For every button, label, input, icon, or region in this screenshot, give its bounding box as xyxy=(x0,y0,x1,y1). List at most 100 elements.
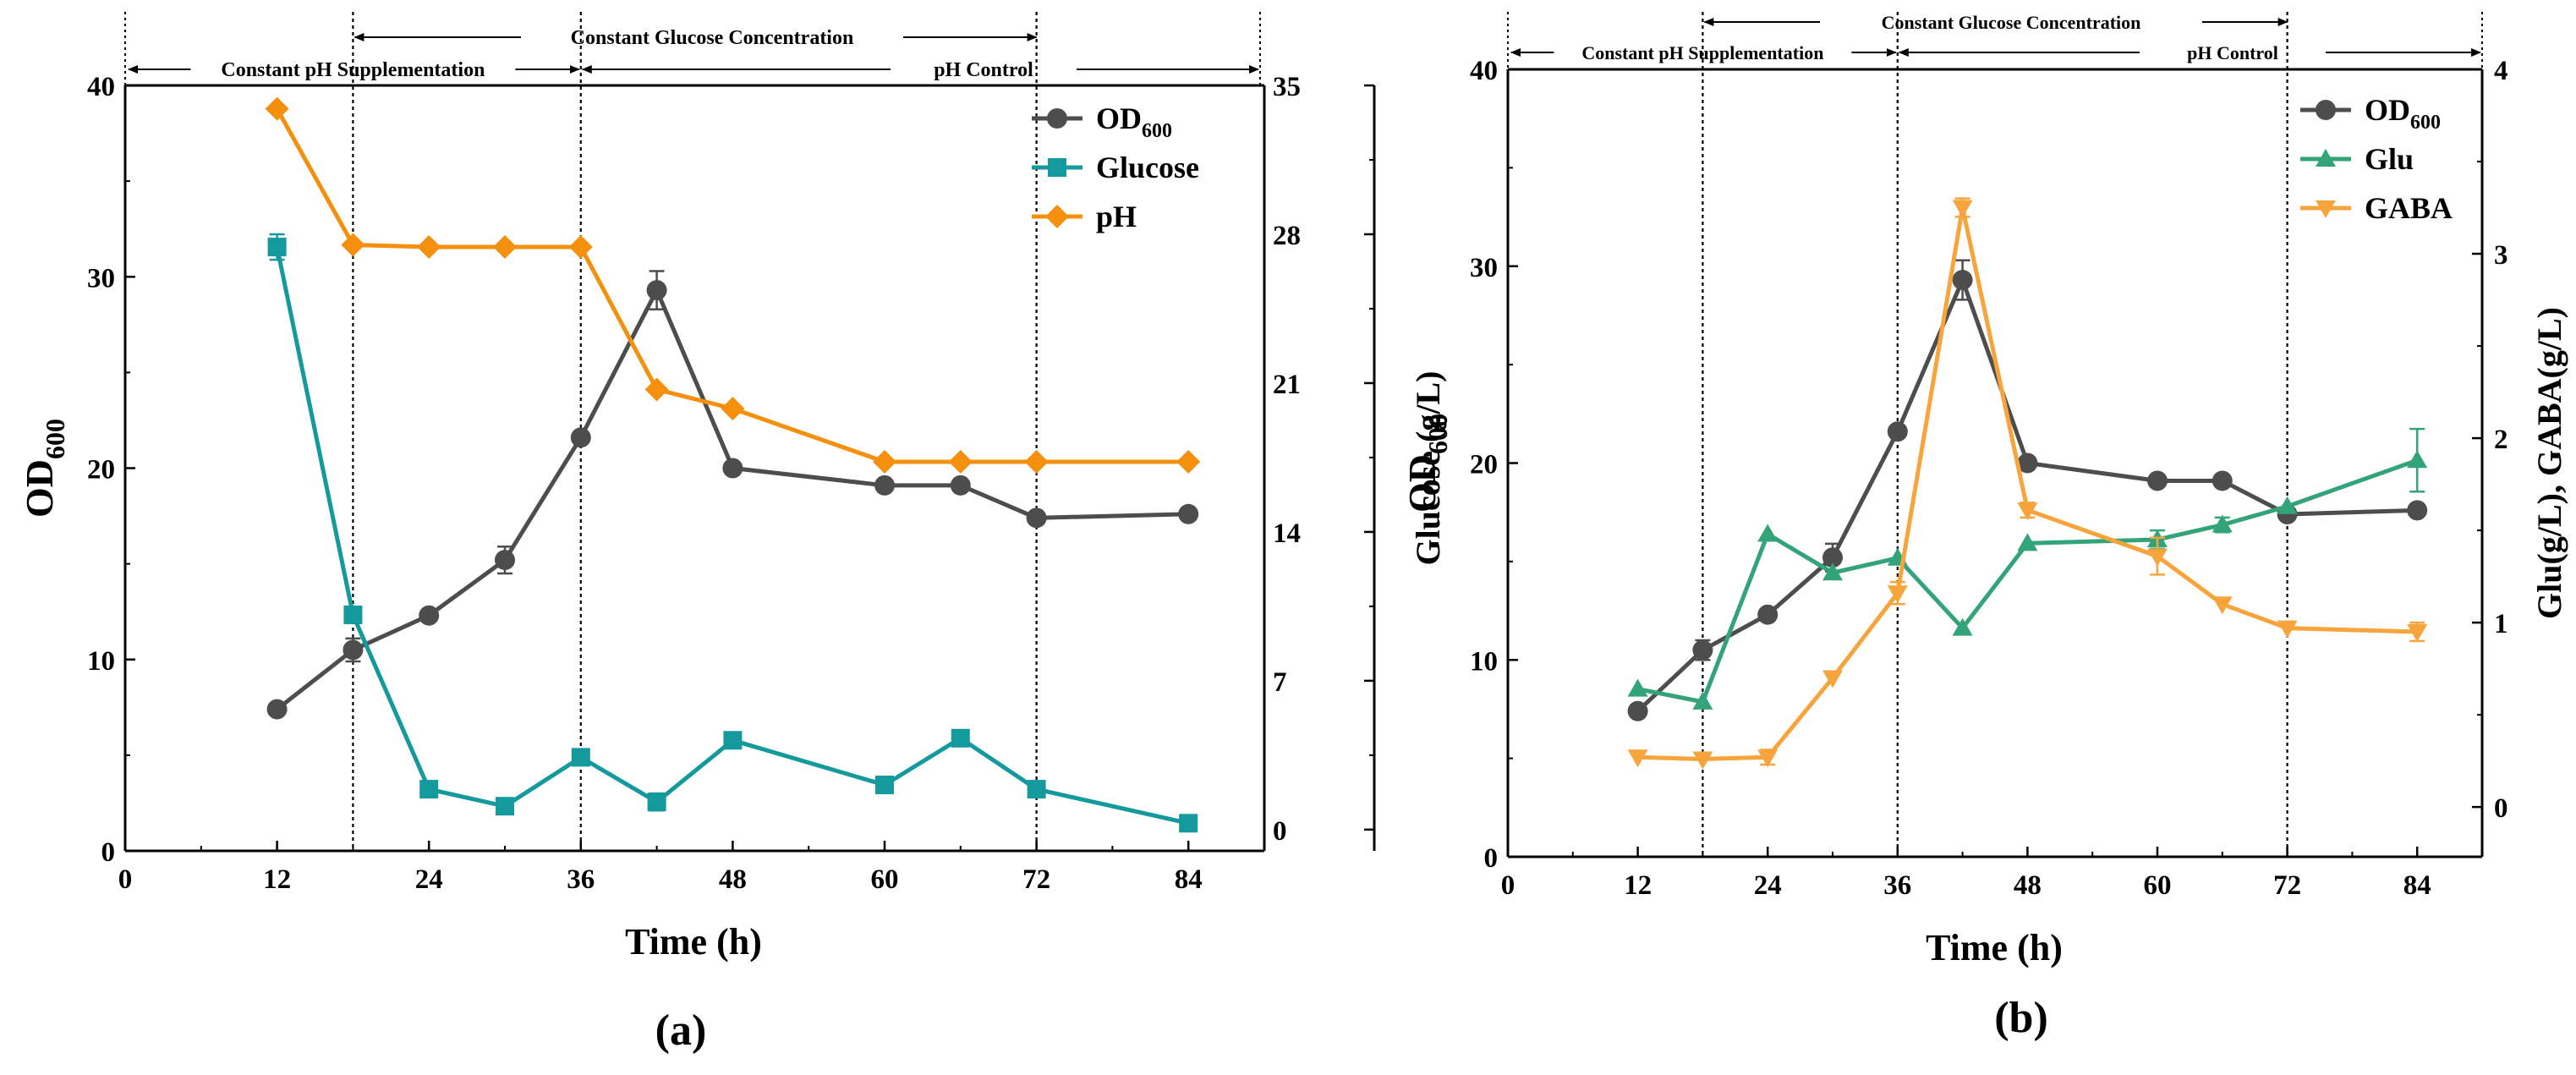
data-point-gaba xyxy=(1887,585,1908,604)
data-point-od xyxy=(646,280,667,301)
x-tick-label: 36 xyxy=(1883,870,1911,901)
data-point-od xyxy=(1627,700,1648,721)
x-tick-label: 36 xyxy=(567,864,595,895)
x-tick-label: 12 xyxy=(1624,870,1652,901)
x-tick-label: 60 xyxy=(871,864,899,895)
y-axis-label-main: OD xyxy=(18,459,61,518)
y2-tick-label: 2 xyxy=(2494,425,2508,455)
y2-tick-label: 3 xyxy=(2494,240,2508,271)
series-line-gaba xyxy=(1637,206,2418,761)
data-point-gaba xyxy=(1627,749,1648,768)
data-point-od xyxy=(2017,452,2038,474)
y2-tick-label: 35 xyxy=(1273,72,1301,102)
data-point-ph xyxy=(721,397,745,421)
data-point-od xyxy=(722,458,743,479)
data-point-ph xyxy=(948,449,973,474)
phase-label-constant-ph: Constant pH Supplementation xyxy=(221,59,485,81)
y2-axis-label-group: Glu(g/L), GABA(g/L) xyxy=(2530,307,2568,619)
data-point-od xyxy=(874,474,895,496)
legend-label-glu: Glu xyxy=(2365,142,2414,176)
data-point-glucose xyxy=(571,748,590,767)
data-point-glucose xyxy=(875,776,894,795)
y-axis-label-main: OD xyxy=(1400,454,1444,513)
y-tick-label: 20 xyxy=(87,455,115,485)
data-point-od xyxy=(1757,604,1779,625)
panel-label: (b) xyxy=(1994,994,2048,1042)
data-point-od xyxy=(1887,421,1908,442)
x-tick-label: 24 xyxy=(415,864,443,895)
y-tick-label: 40 xyxy=(1470,56,1498,86)
data-point-od xyxy=(1026,507,1047,529)
y2-axis-label: Glucose (g/L) xyxy=(1409,371,1447,566)
data-point-gaba xyxy=(1692,751,1713,770)
legend-label-sub: 600 xyxy=(1142,120,1172,142)
data-point-glucose xyxy=(267,238,287,257)
data-point-gaba xyxy=(2017,502,2038,521)
x-axis-label: Time (h) xyxy=(625,921,762,963)
data-point-glucose xyxy=(419,780,439,799)
y-tick-label: 10 xyxy=(1470,646,1498,677)
legend-marker-glu xyxy=(2316,149,2336,167)
y2-tick-label: 0 xyxy=(2494,793,2508,824)
data-point-glucose xyxy=(723,731,743,750)
panel-a-chart: Constant pH Supplementation pH Control Con… xyxy=(18,12,1447,1055)
y2-tick-label: 21 xyxy=(1273,370,1301,400)
y2-tick-label: 4 xyxy=(2494,56,2508,86)
data-point-glucose xyxy=(496,797,514,816)
data-point-gaba xyxy=(1757,749,1779,768)
data-point-od xyxy=(419,605,440,626)
data-point-glu xyxy=(1627,678,1648,697)
phase-label-constant-glucose: Constant Glucose Concentration xyxy=(571,27,854,49)
phase-label-constant-ph: Constant pH Supplementation xyxy=(1581,42,1823,63)
data-point-ph xyxy=(417,235,441,260)
data-point-od xyxy=(950,474,971,496)
legend-marker-glucose xyxy=(1048,158,1066,177)
data-point-gaba xyxy=(1952,200,1973,218)
y-tick-label: 0 xyxy=(101,837,116,868)
y2-axis-label-group: Glucose (g/L) xyxy=(1409,371,1447,566)
series-line-od xyxy=(276,285,1189,711)
phase-label-ph-control: pH Control xyxy=(2187,42,2278,63)
data-point-od xyxy=(266,699,288,720)
y2-tick-label: 1 xyxy=(2494,609,2508,639)
data-point-ph xyxy=(568,235,593,260)
data-point-od xyxy=(495,550,515,571)
data-point-ph xyxy=(1176,449,1201,474)
x-tick-label: 60 xyxy=(2144,870,2172,901)
data-point-od xyxy=(570,427,591,448)
panel-b-chart: Constant pH Supplementation pH Control Con… xyxy=(1400,12,2568,1042)
legend-label-glucose: Glucose xyxy=(1096,151,1199,184)
data-point-od xyxy=(1822,547,1843,568)
data-point-glucose xyxy=(951,728,970,748)
series-line-od xyxy=(1636,274,2418,713)
data-point-gaba xyxy=(2277,620,2298,639)
x-tick-label: 84 xyxy=(1175,864,1203,895)
data-point-glucose xyxy=(1179,814,1198,833)
y2-tick-label: 7 xyxy=(1273,667,1287,698)
x-tick-label: 48 xyxy=(2014,870,2042,901)
y-tick-label: 30 xyxy=(87,263,115,293)
data-point-ph xyxy=(493,235,517,260)
data-point-ph xyxy=(644,377,669,402)
data-point-glu xyxy=(1757,524,1779,542)
y-tick-label: 40 xyxy=(87,72,115,102)
data-point-gaba xyxy=(2212,596,2233,615)
data-point-glucose xyxy=(1027,780,1046,799)
data-point-glu xyxy=(2017,533,2038,551)
y-axis-label: OD600 xyxy=(1400,414,1453,513)
y-tick-label: 0 xyxy=(1484,843,1499,874)
legend-label-main: Glucose xyxy=(1096,151,1199,184)
x-tick-label: 0 xyxy=(1501,870,1515,901)
legend-marker-ph xyxy=(1045,205,1069,228)
legend-label-main: OD xyxy=(2365,93,2410,127)
legend-marker-od xyxy=(1047,108,1067,129)
legend-label-main: GABA xyxy=(2365,191,2453,225)
legend-marker-od xyxy=(2316,100,2336,120)
data-point-glu xyxy=(1822,562,1843,581)
data-point-gaba xyxy=(2147,548,2168,567)
x-tick-label: 72 xyxy=(1022,864,1050,895)
data-point-glucose xyxy=(647,793,666,812)
legend-label-od: OD600 xyxy=(1096,101,1172,142)
data-point-od xyxy=(2212,470,2233,491)
